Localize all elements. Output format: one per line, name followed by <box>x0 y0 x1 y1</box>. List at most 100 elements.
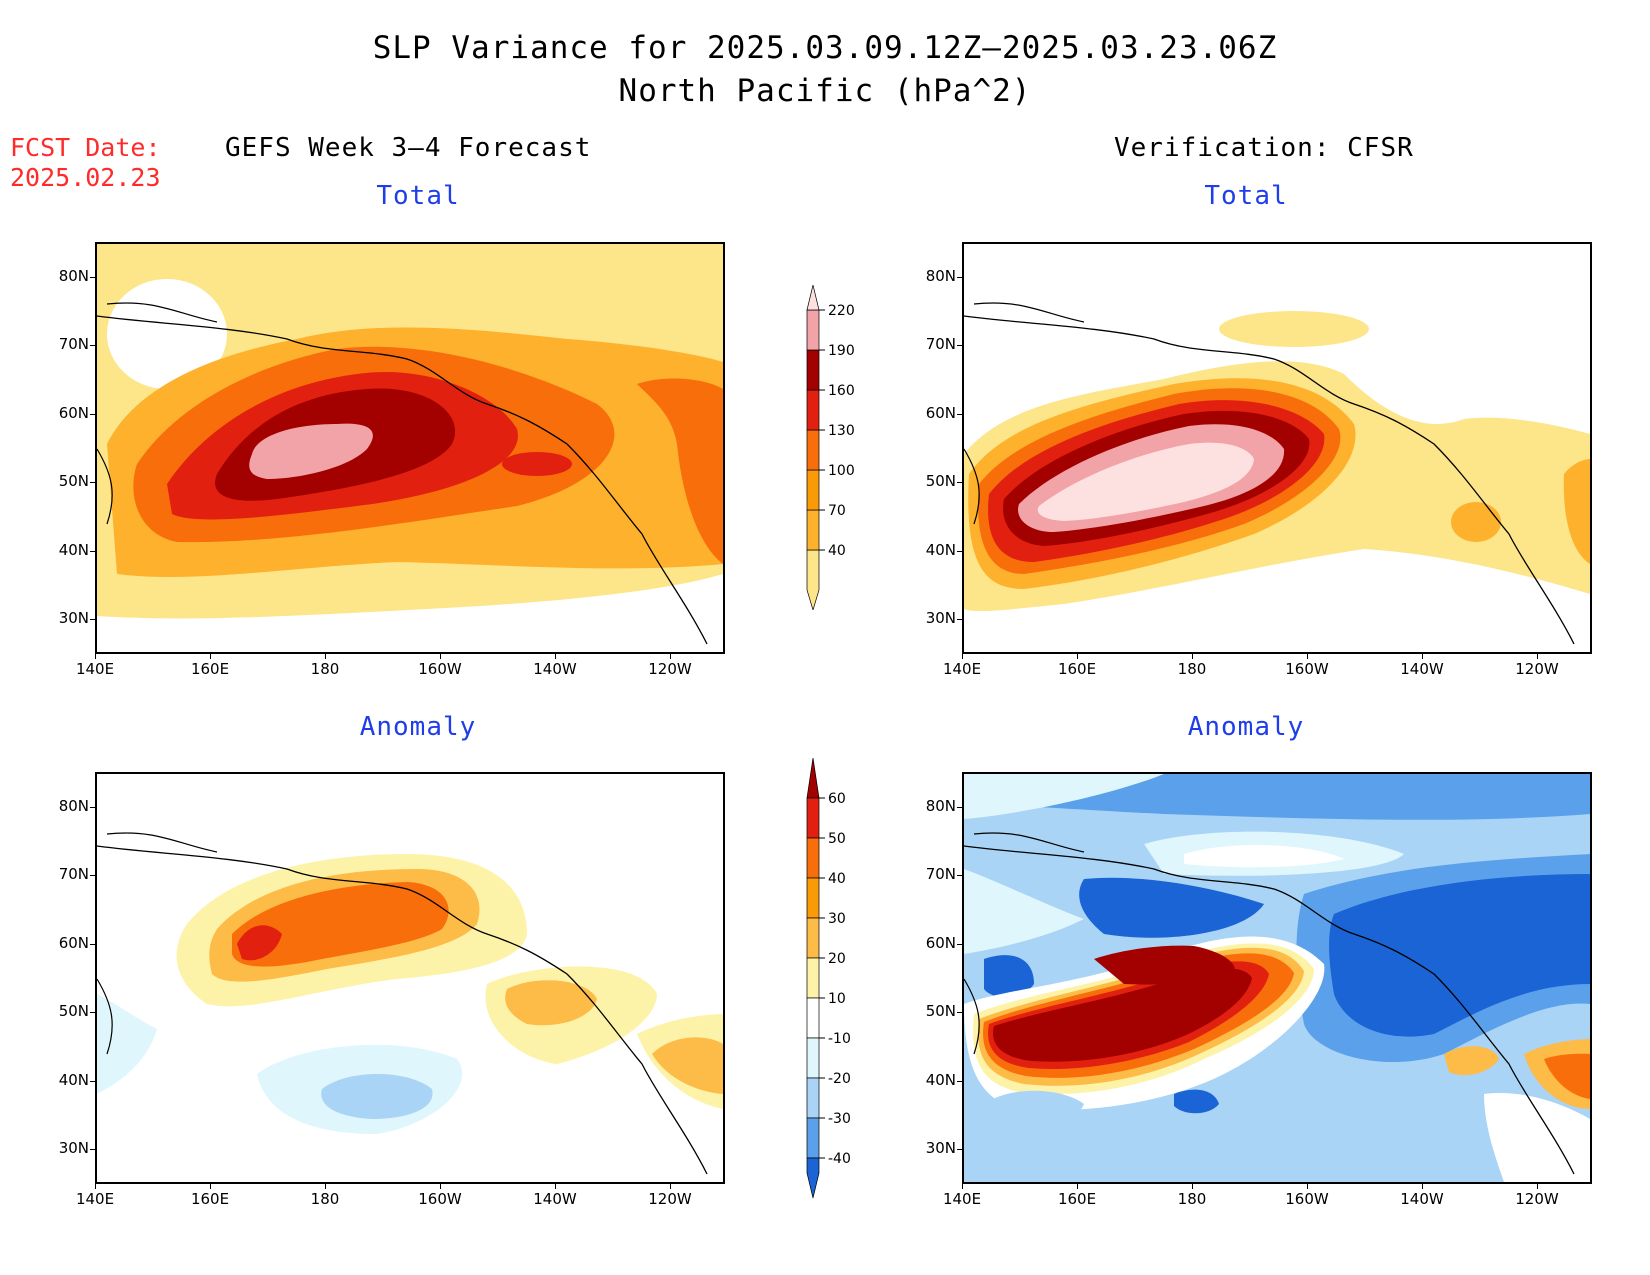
lat-tick-label: 80N <box>925 797 956 815</box>
lat-tick-mark <box>957 277 962 278</box>
colorbar-anomaly-label: 60 <box>828 791 846 807</box>
colorbar-total-label: 160 <box>828 383 855 399</box>
lon-tick-label: 160W <box>1285 1190 1329 1208</box>
lat-tick-mark <box>957 944 962 945</box>
colorbar-anomaly-label: 50 <box>828 831 846 847</box>
lon-tick-label: 140W <box>533 660 577 678</box>
map-panel-cfsr-total <box>962 242 1592 654</box>
lat-tick-mark <box>90 1149 95 1150</box>
lat-tick-label: 50N <box>58 472 89 490</box>
lon-tick-label: 160E <box>190 1190 230 1208</box>
lat-tick-mark <box>957 345 962 346</box>
lon-tick-label: 160W <box>418 660 462 678</box>
lon-tick-label: 160E <box>190 660 230 678</box>
lon-tick-mark <box>325 654 326 659</box>
lon-tick-mark <box>670 654 671 659</box>
lon-tick-mark <box>325 1184 326 1189</box>
colorbar-anomaly-swatch <box>806 1117 820 1159</box>
lon-tick-label: 140E <box>75 660 115 678</box>
colorbar-total-swatch <box>806 429 820 471</box>
colorbar-total-label: 220 <box>828 303 855 319</box>
lat-tick-mark <box>90 875 95 876</box>
lon-tick-mark <box>440 654 441 659</box>
main-subtitle: North Pacific (hPa^2) <box>618 73 1032 109</box>
colorbar-anomaly-label: -30 <box>828 1111 851 1127</box>
lon-tick-label: 180 <box>1177 1190 1207 1208</box>
lon-tick-label: 120W <box>1515 1190 1559 1208</box>
colorbar-total-label: 130 <box>828 423 855 439</box>
lon-tick-label: 180 <box>310 660 340 678</box>
lon-tick-label: 180 <box>1177 660 1207 678</box>
anomaly-label-right: Anomaly <box>1187 712 1305 742</box>
lon-tick-mark <box>95 654 96 659</box>
lat-tick-label: 80N <box>58 267 89 285</box>
lon-tick-mark <box>555 1184 556 1189</box>
colorbar-anomaly-swatch <box>806 797 820 839</box>
map-panel-cfsr-anomaly <box>962 772 1592 1184</box>
lon-tick-label: 160E <box>1057 660 1097 678</box>
lon-tick-mark <box>95 1184 96 1189</box>
lat-tick-label: 60N <box>58 934 89 952</box>
colorbar-anomaly-label: -40 <box>828 1151 851 1167</box>
colorbar-anomaly-label: 20 <box>828 951 846 967</box>
colorbar-anomaly-swatch <box>806 957 820 999</box>
colorbar-anomaly-swatch <box>806 1037 820 1079</box>
lat-tick-mark <box>957 807 962 808</box>
lat-tick-mark <box>957 482 962 483</box>
lat-tick-label: 60N <box>58 404 89 422</box>
lat-tick-mark <box>957 414 962 415</box>
colorbar-total-label: 40 <box>828 543 846 559</box>
lat-tick-mark <box>90 414 95 415</box>
colorbar-total-svg: 40 70 100 130 160 190 220 <box>806 284 855 612</box>
fcst-date-label: FCST Date: <box>10 133 161 162</box>
lon-tick-mark <box>1077 654 1078 659</box>
lat-tick-label: 30N <box>58 609 89 627</box>
colorbar-total-label: 100 <box>828 463 855 479</box>
lat-tick-label: 50N <box>925 472 956 490</box>
lat-tick-label: 30N <box>925 1139 956 1157</box>
map-panel-gefs-anomaly <box>95 772 725 1184</box>
colorbar-total-swatch <box>806 309 820 351</box>
colorbar-anomaly-label: 30 <box>828 911 846 927</box>
lat-tick-label: 30N <box>925 609 956 627</box>
right-column-title: Verification: CFSR <box>1114 133 1414 163</box>
lat-tick-label: 70N <box>58 865 89 883</box>
colorbar-anomaly-swatch <box>806 917 820 959</box>
lat-tick-label: 60N <box>925 934 956 952</box>
lat-tick-mark <box>90 482 95 483</box>
colorbar-total-label: 190 <box>828 343 855 359</box>
lat-tick-label: 40N <box>58 541 89 559</box>
lon-tick-label: 180 <box>310 1190 340 1208</box>
colorbar-anomaly-label: -20 <box>828 1071 851 1087</box>
lon-tick-mark <box>1307 654 1308 659</box>
lon-tick-label: 120W <box>1515 660 1559 678</box>
lon-tick-label: 160W <box>1285 660 1329 678</box>
lat-tick-label: 50N <box>925 1002 956 1020</box>
lat-tick-mark <box>957 875 962 876</box>
lat-tick-label: 60N <box>925 404 956 422</box>
lat-tick-mark <box>957 1149 962 1150</box>
lon-tick-mark <box>440 1184 441 1189</box>
lon-tick-mark <box>1077 1184 1078 1189</box>
lon-tick-mark <box>1307 1184 1308 1189</box>
lat-tick-mark <box>90 807 95 808</box>
colorbar-anomaly-swatch <box>806 757 820 799</box>
colorbar-total-label: 70 <box>828 503 846 519</box>
lat-tick-label: 80N <box>925 267 956 285</box>
colorbar-anomaly-label: 40 <box>828 871 846 887</box>
lat-tick-mark <box>957 619 962 620</box>
lat-tick-label: 30N <box>58 1139 89 1157</box>
colorbar-anomaly-swatch <box>806 1157 820 1199</box>
lon-tick-mark <box>1192 1184 1193 1189</box>
lat-tick-label: 50N <box>58 1002 89 1020</box>
map-panel-gefs-total <box>95 242 725 654</box>
main-title: SLP Variance for 2025.03.09.12Z–2025.03.… <box>372 30 1278 66</box>
lat-tick-mark <box>90 944 95 945</box>
colorbar-total-swatch <box>806 349 820 391</box>
cfsr-total-field <box>964 244 1590 652</box>
lon-tick-mark <box>1422 1184 1423 1189</box>
colorbar-anomaly: 60 50 40 30 20 10 -10 -20 -30 -40 <box>803 757 863 1203</box>
anomaly-label-left: Anomaly <box>359 712 477 742</box>
colorbar-total-swatch <box>806 389 820 431</box>
colorbar-total-swatch <box>806 549 820 612</box>
